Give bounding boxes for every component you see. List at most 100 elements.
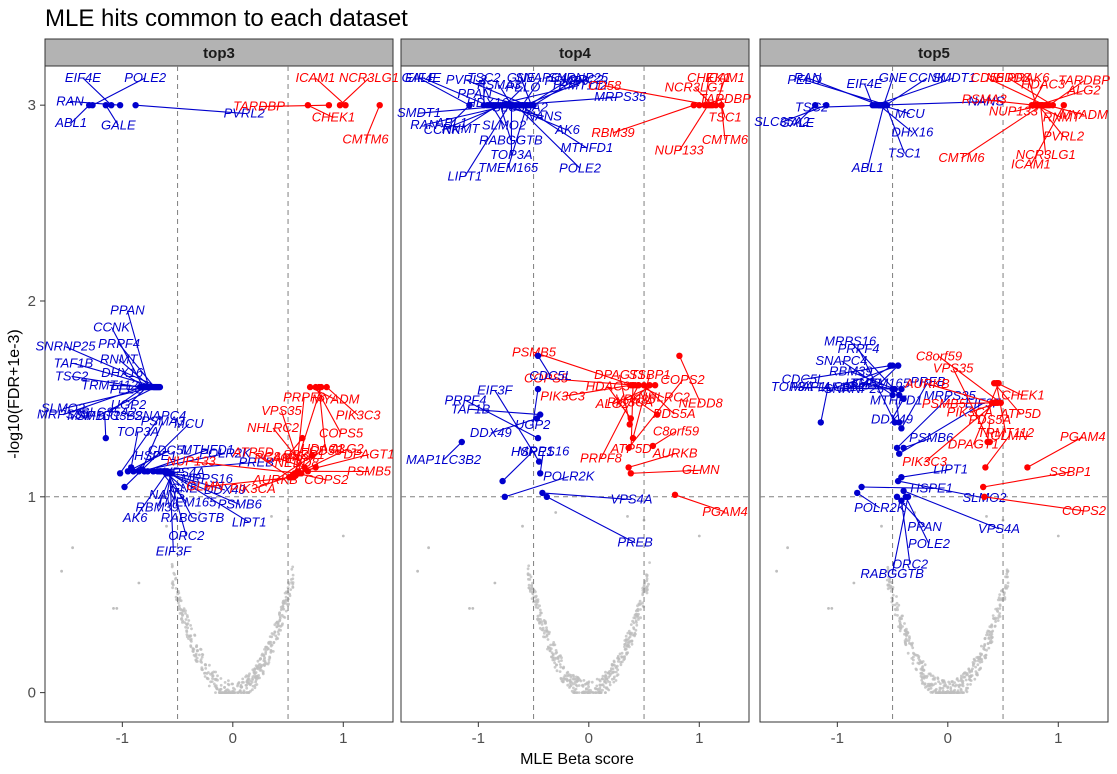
gene-label: DDX49 <box>871 411 913 426</box>
background-point <box>542 631 546 635</box>
background-point <box>187 637 190 640</box>
hit-point <box>135 468 143 475</box>
label-leader-line <box>1007 77 1054 106</box>
hit-point <box>649 442 657 450</box>
label-leader-line <box>856 492 881 509</box>
background-point <box>587 690 590 693</box>
label-leader-line <box>443 441 463 461</box>
label-leader-line <box>905 496 930 545</box>
background-point <box>165 524 168 528</box>
gene-label: HDAC3 <box>586 379 631 394</box>
gene-label: ORC2 <box>567 72 604 87</box>
background-point <box>905 634 908 638</box>
label-leader-line <box>619 374 631 425</box>
hit-point <box>517 102 524 109</box>
panel-border-top4 <box>400 65 750 723</box>
background-point <box>631 633 634 637</box>
label-leader-line <box>995 383 1007 433</box>
background-point <box>948 682 952 686</box>
background-point <box>567 674 570 678</box>
background-point <box>988 631 992 634</box>
background-point <box>247 691 251 694</box>
label-leader-line <box>295 397 305 476</box>
gene-label: PPAN <box>907 519 942 534</box>
background-point <box>201 653 205 657</box>
hit-point <box>900 395 907 403</box>
gene-label: TSC1 <box>708 110 741 125</box>
label-leader-line <box>841 360 893 396</box>
hit-point <box>140 383 147 391</box>
background-point <box>891 603 895 607</box>
background-point <box>970 669 973 672</box>
label-leader-line <box>850 371 896 390</box>
background-point <box>546 638 550 641</box>
background-point <box>528 590 532 593</box>
background-point <box>566 670 570 674</box>
background-point <box>256 659 260 663</box>
label-leader-line <box>983 471 1071 488</box>
background-point <box>612 670 616 674</box>
background-point <box>229 691 232 694</box>
gene-label: CMTM6 <box>938 150 985 165</box>
background-point <box>898 629 902 633</box>
background-point <box>895 601 899 605</box>
background-point <box>929 674 933 677</box>
gene-label: GNE <box>879 70 908 85</box>
gene-label: C8orf59 <box>653 423 699 438</box>
background-point <box>632 616 636 620</box>
background-point <box>237 691 240 694</box>
background-point <box>612 680 616 684</box>
background-point <box>1005 572 1009 576</box>
background-point <box>911 646 915 650</box>
background-point <box>991 614 995 617</box>
background-point <box>955 683 958 687</box>
background-point <box>603 691 607 694</box>
label-leader-line <box>82 77 112 106</box>
background-point <box>625 643 629 647</box>
background-point <box>615 674 619 677</box>
background-point <box>554 651 558 655</box>
background-point <box>903 641 907 644</box>
gene-label: TARDBP <box>699 91 751 106</box>
label-leader-line <box>927 383 993 404</box>
gene-label: PVRL2 <box>1043 128 1085 143</box>
label-leader-line <box>506 104 568 131</box>
gene-label: MRPS35 <box>924 388 977 403</box>
label-leader-line <box>364 104 381 140</box>
background-point <box>215 686 219 690</box>
background-point <box>195 645 198 649</box>
label-leader-line <box>903 437 932 449</box>
background-point <box>960 674 963 678</box>
gene-label: NANS <box>149 487 185 502</box>
background-point <box>218 691 221 694</box>
gene-label: CD58 <box>971 70 1005 85</box>
background-point <box>551 653 555 656</box>
background-point <box>919 660 923 663</box>
label-leader-line <box>134 472 167 519</box>
hit-point <box>543 493 550 500</box>
label-leader-line <box>130 431 139 468</box>
label-leader-line <box>542 492 632 501</box>
label-leader-line <box>105 104 119 126</box>
label-leader-line <box>984 435 1010 468</box>
gene-label: NANS <box>968 94 1004 109</box>
background-point <box>192 653 196 657</box>
gene-label: ALG2 <box>329 441 364 456</box>
label-leader-line <box>997 382 1024 397</box>
background-point <box>980 658 984 661</box>
gene-label: TARDBP <box>1058 73 1110 88</box>
background-point <box>852 581 856 585</box>
background-point <box>609 672 612 676</box>
label-leader-line <box>877 101 987 106</box>
background-point <box>224 691 228 694</box>
background-point <box>923 683 926 686</box>
gene-label: SSBP1 <box>629 367 671 382</box>
gene-label: PRPF4 <box>445 392 487 407</box>
background-point <box>951 680 954 683</box>
background-point <box>917 662 921 666</box>
gene-label: TSC1 <box>888 145 921 160</box>
background-point <box>590 690 594 694</box>
label-leader-line <box>612 384 656 405</box>
label-leader-line <box>537 355 551 377</box>
background-point <box>603 680 606 684</box>
